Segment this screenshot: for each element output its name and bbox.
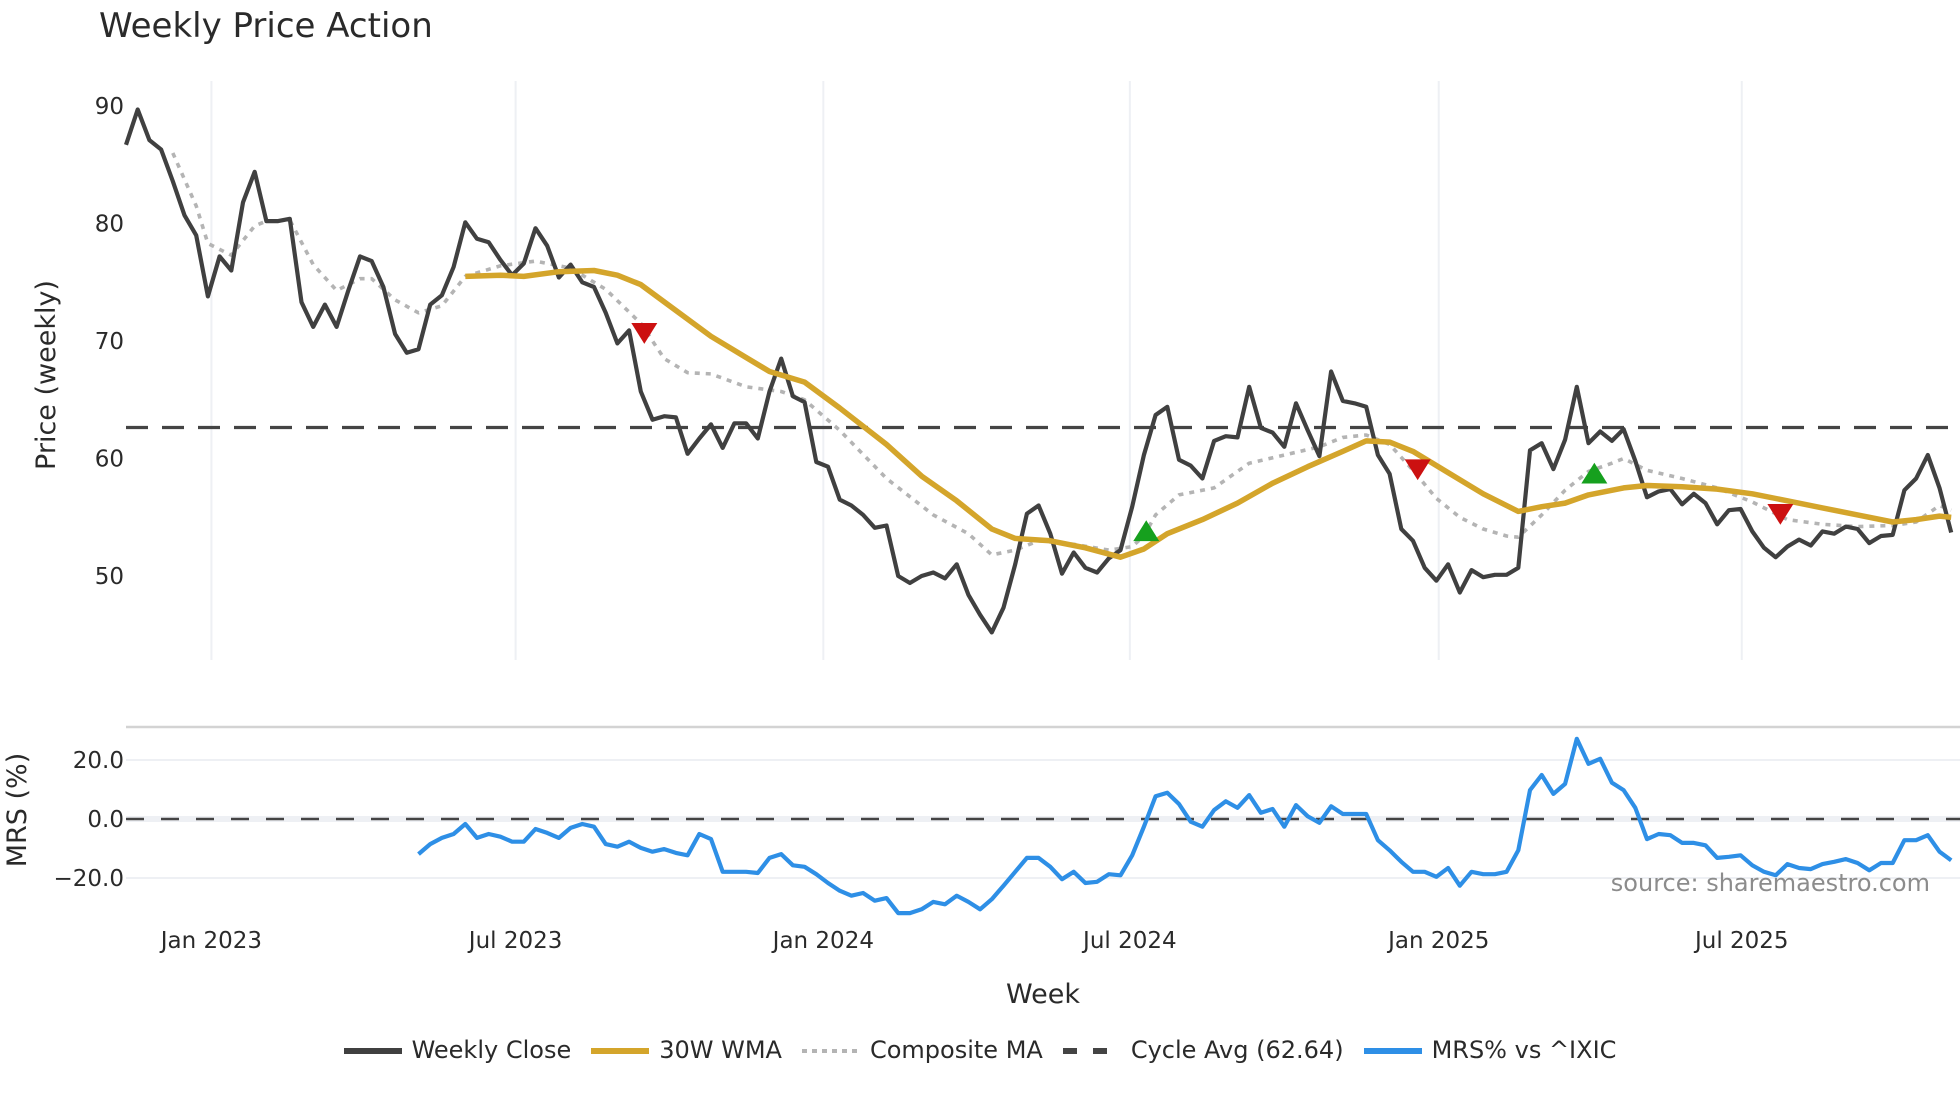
price-y-tick-label: 80 [95,212,124,238]
buy-signal-marker [1133,520,1160,542]
sell-signal-marker [1404,459,1431,481]
mrs-y-tick-label: 0.0 [87,807,124,833]
x-tick-label: Jul 2025 [1693,928,1789,954]
legend-swatch-mrs-icon [1363,1048,1422,1054]
legend-item-composite[interactable]: Composite MA [801,1036,1043,1064]
legend-item-cycle[interactable]: Cycle Avg (62.64) [1062,1036,1344,1064]
x-tick-label: Jul 2023 [467,928,563,954]
legend: Weekly Close 30W WMA Composite MA Cycle Avg… [0,1036,1960,1064]
legend-label: Composite MA [869,1036,1043,1064]
sell-signal-marker [631,323,658,344]
weekly-close-line [124,107,1954,635]
legend-label: 30W WMA [659,1036,782,1064]
price-y-tick-label: 70 [95,329,124,355]
legend-label: Cycle Avg (62.64) [1130,1036,1344,1064]
composite-ma-line [171,152,1952,557]
price-y-tick-label: 50 [95,564,124,590]
x-tick-label: Jan 2023 [159,928,262,954]
x-axis-ticks: Jan 2023 Jul 2023 Jan 2024 Jul 2024 Jan 2025… [159,928,1789,954]
legend-item-close[interactable]: Weekly Close [343,1036,572,1064]
legend-swatch-composite-icon [801,1049,860,1053]
mrs-y-axis-title: MRS (%) [2,753,33,868]
price-y-tick-label: 90 [95,94,124,120]
signal-markers [631,323,1794,542]
price-x-gridlines [210,81,1743,660]
price-panel[interactable]: 50 60 70 80 90 Price (weekly) [31,81,1960,660]
legend-label: Weekly Close [411,1036,572,1064]
legend-swatch-wma-icon [591,1048,650,1054]
mrs-y-axis-ticks: 20.0 0.0 −20.0 [54,748,124,892]
legend-label: MRS% vs ^IXIC [1431,1036,1617,1064]
mrs-y-tick-label: −20.0 [54,866,124,892]
x-tick-label: Jan 2025 [1386,928,1489,954]
legend-swatch-cycle-icon [1062,1048,1121,1054]
legend-item-mrs[interactable]: MRS% vs ^IXIC [1363,1036,1617,1064]
x-tick-label: Jan 2024 [771,928,874,954]
price-y-tick-label: 60 [95,447,124,473]
legend-swatch-close-icon [343,1048,402,1054]
sell-signal-marker [1767,503,1794,525]
price-y-axis-ticks: 50 60 70 80 90 [95,94,124,590]
wma-30w-line [465,267,1952,560]
chart-title: Weekly Price Action [99,6,433,46]
source-annotation: source: sharemaestro.com [1611,869,1930,897]
x-tick-label: Jul 2024 [1081,928,1177,954]
mrs-y-tick-label: 20.0 [73,748,124,774]
price-y-axis-title: Price (weekly) [31,280,62,470]
x-axis-title: Week [1006,979,1080,1010]
mrs-panel[interactable]: 20.0 0.0 −20.0 MRS (%) source: sharemaestr… [2,725,1960,916]
legend-item-wma[interactable]: 30W WMA [591,1036,782,1064]
buy-signal-marker [1581,462,1608,484]
mrs-line [417,736,1953,916]
